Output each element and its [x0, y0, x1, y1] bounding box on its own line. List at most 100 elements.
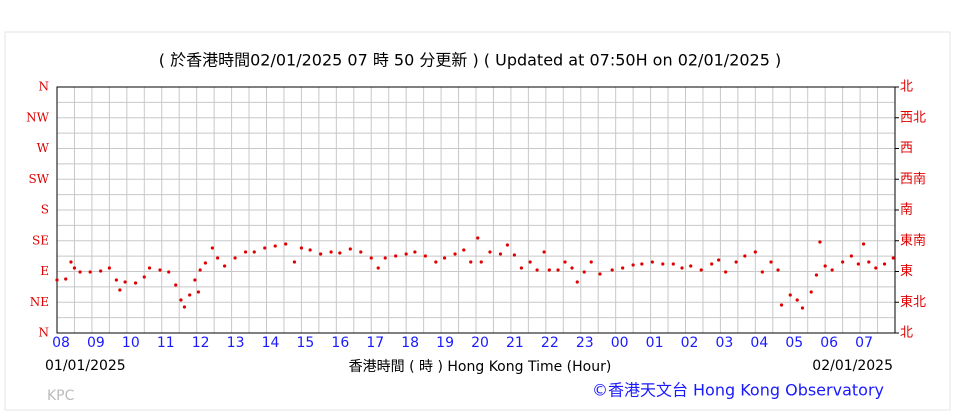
- wind-direction-point: [488, 250, 492, 254]
- wind-direction-point: [795, 298, 799, 302]
- wind-direction-point: [861, 242, 866, 246]
- y2-tick-label: 東北: [900, 294, 926, 310]
- y-tick-label: N: [39, 80, 50, 94]
- wind-direction-point: [476, 236, 480, 240]
- wind-direction-point: [779, 303, 784, 307]
- wind-direction-point: [88, 270, 92, 274]
- x-tick-label: 22: [541, 335, 559, 351]
- wind-direction-point: [263, 246, 267, 250]
- wind-direction-point: [734, 260, 738, 264]
- wind-direction-point: [830, 268, 834, 272]
- x-tick-label: 11: [157, 335, 175, 351]
- wind-direction-point: [462, 248, 466, 252]
- wind-direction-point: [874, 266, 878, 270]
- wind-direction-point: [823, 264, 827, 268]
- wind-direction-point: [841, 260, 845, 264]
- wind-direction-point: [69, 260, 73, 264]
- plot-border: [56, 86, 896, 334]
- x-tick-label: 18: [401, 335, 419, 351]
- x-tick-label: 05: [785, 335, 803, 351]
- y-tick-label: S: [41, 203, 49, 217]
- wind-direction-point: [856, 262, 860, 266]
- wind-direction-point: [383, 256, 387, 260]
- wind-direction-point: [198, 268, 202, 272]
- x-tick-label: 21: [506, 335, 524, 351]
- wind-direction-point: [498, 252, 503, 256]
- wind-direction-point: [223, 264, 227, 268]
- wind-direction-point: [369, 256, 373, 260]
- wind-direction-point: [542, 250, 546, 254]
- wind-direction-point: [753, 250, 757, 254]
- wind-direction-point: [64, 277, 68, 281]
- wind-direction-point: [575, 280, 579, 284]
- y2-tick-label: 東: [900, 263, 913, 279]
- credit: ©香港天文台 Hong Kong Observatory: [592, 381, 884, 400]
- x-tick-label: 14: [262, 335, 280, 351]
- wind-direction-point: [404, 252, 408, 256]
- wind-direction-point: [203, 261, 207, 265]
- wind-direction-point: [505, 243, 510, 247]
- wind-direction-point: [818, 240, 822, 244]
- wind-direction-point: [99, 269, 103, 273]
- wind-direction-point: [563, 260, 567, 264]
- wind-direction-point: [512, 253, 517, 257]
- wind-direction-point: [849, 254, 853, 258]
- wind-direction-point: [788, 293, 792, 297]
- wind-direction-point: [882, 262, 887, 266]
- wind-direction-point: [867, 260, 871, 264]
- wind-direction-point: [188, 293, 192, 297]
- wind-direction-point: [814, 273, 819, 277]
- y2-tick-label: 北: [900, 80, 913, 95]
- wind-direction-point: [319, 252, 323, 256]
- x-tick-label: 08: [52, 335, 70, 351]
- wind-direction-point: [243, 250, 248, 254]
- wind-direction-point: [689, 264, 693, 268]
- wind-direction-point: [434, 260, 438, 264]
- y2-tick-label: 北: [900, 326, 913, 341]
- wind-direction-point: [442, 256, 447, 260]
- wind-direction-point: [710, 262, 714, 266]
- wind-direction-point: [556, 268, 560, 272]
- wind-direction-point: [671, 262, 675, 266]
- wind-direction-point: [680, 266, 684, 270]
- y2-tick-label: 南: [900, 202, 913, 218]
- y-tick-label: N: [39, 326, 50, 340]
- x-tick-label: 13: [227, 335, 245, 351]
- y2-tick-label: 西: [900, 141, 913, 156]
- wind-direction-point: [196, 290, 201, 294]
- x-tick-label: 03: [716, 335, 734, 351]
- wind-direction-point: [114, 278, 118, 282]
- x-tick-label: 23: [576, 335, 594, 351]
- y-tick-label: E: [40, 264, 49, 278]
- wind-direction-point: [640, 262, 644, 266]
- wind-direction-point: [216, 256, 220, 260]
- wind-direction-point: [589, 260, 593, 264]
- wind-direction-point: [519, 266, 523, 270]
- wind-direction-point: [413, 250, 417, 254]
- wind-direction-point: [252, 250, 256, 254]
- wind-direction-point: [348, 247, 352, 251]
- wind-direction-point: [359, 250, 363, 254]
- wind-direction-point: [535, 268, 539, 272]
- wind-direction-point: [598, 272, 602, 276]
- wind-direction-point: [394, 254, 398, 258]
- y-tick-label: W: [37, 141, 50, 155]
- wind-direction-point: [133, 281, 138, 285]
- x-tick-label: 19: [436, 335, 454, 351]
- chart-title: ( 於香港時間02/01/2025 07 時 50 分更新 ) ( Update…: [159, 51, 782, 70]
- wind-direction-point: [528, 260, 532, 264]
- wind-direction-point: [582, 270, 586, 274]
- wind-direction-point: [760, 270, 764, 274]
- x-tick-label: 09: [87, 335, 105, 351]
- x-tick-label: 16: [331, 335, 349, 351]
- wind-direction-point: [809, 290, 813, 294]
- wind-direction-point: [78, 270, 82, 274]
- wind-direction-point: [743, 254, 747, 258]
- wind-direction-point: [193, 278, 197, 282]
- y-tick-label: NW: [26, 110, 50, 124]
- wind-direction-point: [621, 266, 625, 270]
- wind-direction-point: [233, 256, 237, 260]
- wind-direction-point: [174, 283, 178, 287]
- wind-direction-point: [699, 268, 703, 272]
